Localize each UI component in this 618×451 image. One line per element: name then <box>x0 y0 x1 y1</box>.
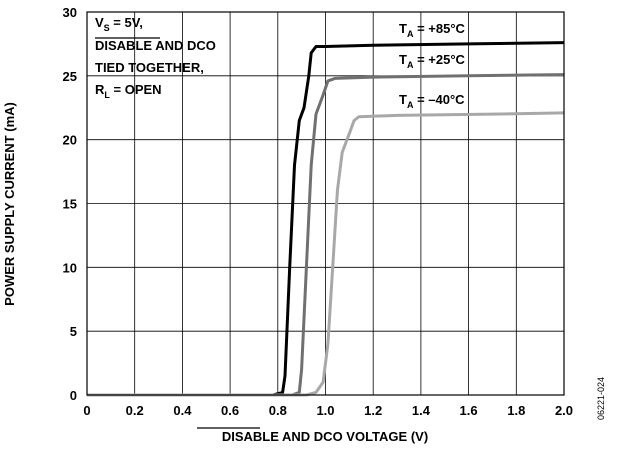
y-tick-label: 10 <box>63 260 77 275</box>
series-line-2 <box>87 111 565 397</box>
x-tick-label: 2.0 <box>555 403 573 418</box>
x-tick-label: 1.8 <box>507 403 525 418</box>
series-labels: TA = +85°C TA = +25°C TA = –40°C <box>399 21 466 110</box>
x-tick-label: 1.0 <box>316 403 334 418</box>
x-axis-title-text: DISABLE AND DCO VOLTAGE (V) <box>222 429 428 444</box>
y-tick-label: 25 <box>63 69 77 84</box>
x-tick-label: 1.4 <box>412 403 431 418</box>
y-tick-label: 30 <box>63 5 77 20</box>
series-line-1 <box>87 73 565 397</box>
x-tick-label: 0.4 <box>173 403 192 418</box>
figure-code: 06221-024 <box>596 377 606 420</box>
x-tick-label: 0.2 <box>126 403 144 418</box>
y-tick-labels: 0 5 10 15 20 25 30 <box>63 5 77 403</box>
series-group <box>87 41 565 397</box>
y-axis-title: POWER SUPPLY CURRENT (mA) <box>2 102 17 306</box>
series-label-25: TA = +25°C <box>399 52 466 70</box>
condition-line-4: RL = OPEN <box>95 82 162 100</box>
x-tick-label: 1.6 <box>460 403 478 418</box>
condition-line-2: DISABLE AND DCO <box>95 38 216 53</box>
plot-frame <box>86 11 565 396</box>
conditions-note: VS = 5V, DISABLE AND DCO TIED TOGETHER, … <box>95 15 216 100</box>
x-tick-labels: 0 0.2 0.4 0.6 0.8 1.0 1.2 1.4 1.6 1.8 2.0 <box>83 403 573 418</box>
condition-line-1: VS = 5V, <box>95 15 143 33</box>
x-tick-label: 0.8 <box>269 403 287 418</box>
series-label-40: TA = –40°C <box>399 92 465 110</box>
condition-line-3: TIED TOGETHER, <box>95 60 204 75</box>
x-tick-label: 0 <box>83 403 90 418</box>
y-tick-label: 15 <box>63 197 77 212</box>
x-axis-title: DISABLE AND DCO VOLTAGE (V) <box>197 427 428 444</box>
y-tick-label: 5 <box>70 324 77 339</box>
x-tick-label: 0.6 <box>221 403 239 418</box>
y-tick-label: 20 <box>63 133 77 148</box>
x-tick-label: 1.2 <box>364 403 382 418</box>
series-line-0 <box>87 41 565 397</box>
series-label-85: TA = +85°C <box>399 21 466 39</box>
y-tick-label: 0 <box>70 388 77 403</box>
